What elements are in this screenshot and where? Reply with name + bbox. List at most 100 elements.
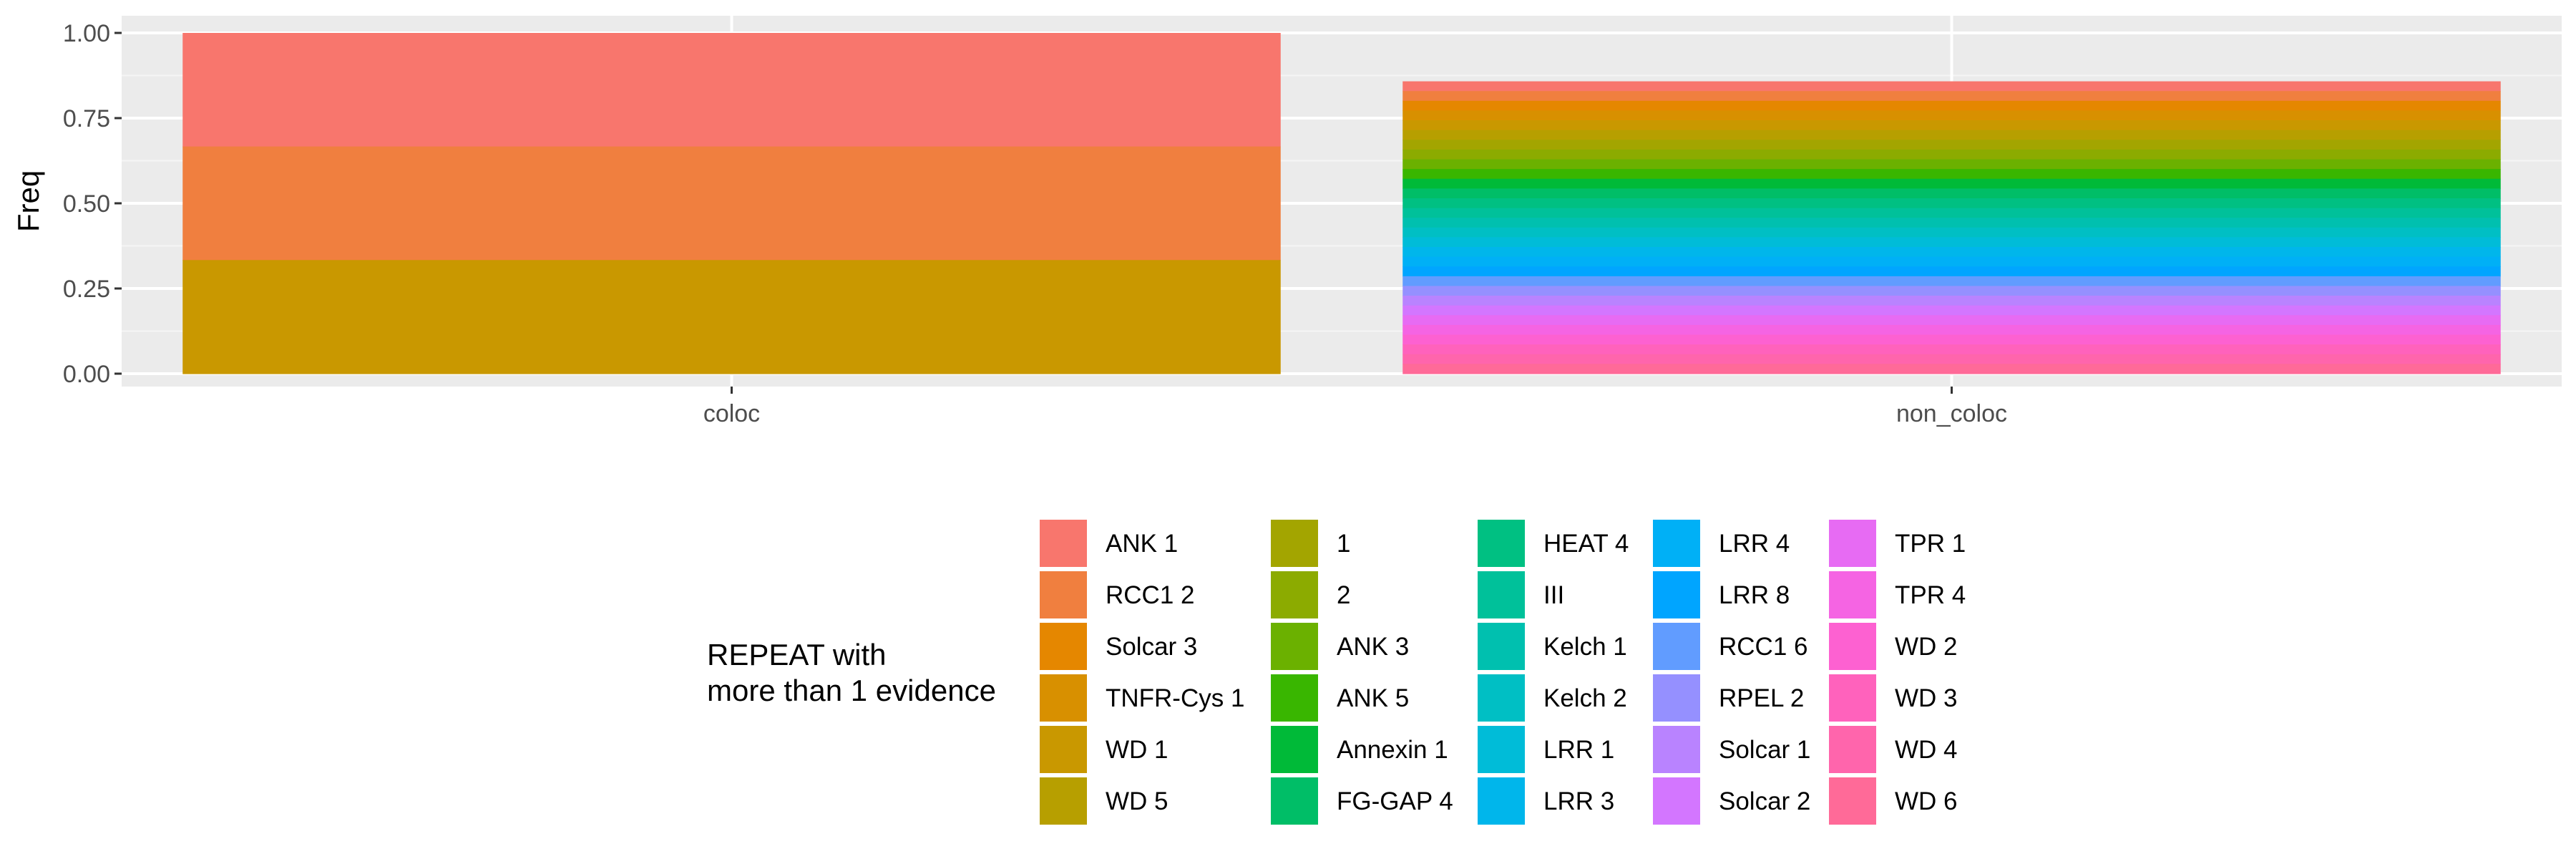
bar-segment-non_coloc-tpr-4 [1402,324,2501,336]
legend-key [1653,674,1700,722]
legend-item: TPR 1 [1829,520,1966,567]
legend-label: III [1543,581,1564,609]
legend-key [1478,571,1525,618]
legend-item: LRR 8 [1653,571,1790,618]
legend-title-line-1: REPEAT with [707,638,887,671]
legend-key [1653,726,1700,773]
legend-item: RCC1 6 [1653,623,1807,670]
legend-item: RCC1 2 [1040,571,1194,618]
legend-item: TNFR-Cys 1 [1040,674,1244,722]
legend-label: Solcar 1 [1719,736,1810,764]
legend-key [1653,623,1700,670]
legend-key [1271,674,1318,722]
legend-key [1271,623,1318,670]
legend-key [1040,520,1087,567]
legend-item: 1 [1271,520,1350,567]
legend-label: WD 5 [1106,787,1169,815]
y-axis-title: Freq [11,170,45,232]
legend-label: ANK 3 [1337,633,1409,661]
legend-label: Kelch 1 [1543,633,1627,661]
bar-segment-non_coloc-1 [1402,140,2501,150]
legend-item: HEAT 4 [1478,520,1629,567]
legend-item: WD 2 [1829,623,1958,670]
bar-segment-non_coloc-ank-5 [1402,169,2501,180]
legend-item: Annexin 1 [1271,726,1448,773]
bar-segment-non_coloc-wd-4 [1402,354,2501,364]
legend-key [1271,571,1318,618]
bar-segment-non_coloc-wd-6 [1402,364,2501,374]
legend-key [1829,777,1876,825]
bar-segment-coloc-ank-1 [182,33,1281,147]
legend-label: 1 [1337,530,1350,558]
y-tick-label: 1.00 [63,20,110,47]
legend-key [1271,777,1318,825]
legend-label: RCC1 2 [1106,581,1194,609]
legend-key [1040,726,1087,773]
bar-segment-non_coloc-kelch-2 [1402,227,2501,238]
legend-label: ANK 5 [1337,684,1409,712]
legend-key [1478,623,1525,670]
legend-label: ANK 1 [1106,530,1178,558]
legend-key [1653,777,1700,825]
y-tick-label: 0.50 [63,190,110,218]
bar-segment-non_coloc-rcc1-2 [1402,91,2501,102]
legend-label: WD 6 [1895,787,1958,815]
legend-item: WD 6 [1829,777,1958,825]
legend-label: LRR 3 [1543,787,1614,815]
legend-item: LRR 4 [1653,520,1790,567]
y-tick-label: 0.00 [63,361,110,388]
legend-key [1040,571,1087,618]
bar-segment-non_coloc-tnfr-cys-1 [1402,110,2501,121]
bar-segment-non_coloc-wd-3 [1402,344,2501,355]
legend-item: ANK 5 [1271,674,1409,722]
legend-item: WD 1 [1040,726,1169,773]
legend-label: RCC1 6 [1719,633,1807,661]
legend-label: RPEL 2 [1719,684,1804,712]
bar-segment-non_coloc-2 [1402,149,2501,160]
legend-key [1829,726,1876,773]
legend-label: LRR 4 [1719,530,1790,558]
legend-item: III [1478,571,1564,618]
bar-segment-non_coloc-wd-2 [1402,334,2501,345]
legend-item: Solcar 1 [1653,726,1810,773]
bar-segment-non_coloc-lrr-1 [1402,237,2501,248]
bar-segment-non_coloc-heat-4 [1402,198,2501,209]
legend-key [1478,520,1525,567]
bar-segment-non_coloc-annexin-1 [1402,178,2501,189]
y-tick-label: 0.25 [63,276,110,303]
legend-item: Solcar 3 [1040,623,1197,670]
legend-key [1653,520,1700,567]
legend: REPEAT with more than 1 evidence ANK 1 RCC… [707,520,1966,825]
legend-key [1829,623,1876,670]
legend-key [1271,520,1318,567]
legend-item: LRR 1 [1478,726,1614,773]
legend-label: FG-GAP 4 [1337,787,1453,815]
legend-item: 2 [1271,571,1350,618]
legend-item: WD 3 [1829,674,1958,722]
legend-item: TPR 4 [1829,571,1966,618]
bars [182,33,2501,374]
legend-key [1040,674,1087,722]
bar-segment-non_coloc-ank-1 [1402,81,2501,92]
legend-item: WD 5 [1040,777,1169,825]
bar-segment-non_coloc-solcar-1 [1402,296,2501,306]
x-tick-label: coloc [703,400,760,427]
legend-label: WD 4 [1895,736,1958,764]
legend-item: WD 4 [1829,726,1958,773]
legend-item: Kelch 1 [1478,623,1627,670]
legend-title: REPEAT with more than 1 evidence [707,638,996,707]
legend-item: Kelch 2 [1478,674,1627,722]
legend-key [1040,777,1087,825]
legend-key [1040,623,1087,670]
bar-segment-non_coloc-iii [1402,208,2501,218]
legend-label: 2 [1337,581,1350,609]
bar-segment-non_coloc-lrr-3 [1402,247,2501,258]
bar-segment-non_coloc-kelch-1 [1402,218,2501,228]
bar-segment-coloc-rcc1-2 [182,146,1281,261]
legend-label: TPR 1 [1895,530,1966,558]
legend-label: WD 3 [1895,684,1958,712]
bar-segment-non_coloc-tpr-1 [1402,315,2501,326]
legend-label: WD 1 [1106,736,1169,764]
legend-key [1829,674,1876,722]
